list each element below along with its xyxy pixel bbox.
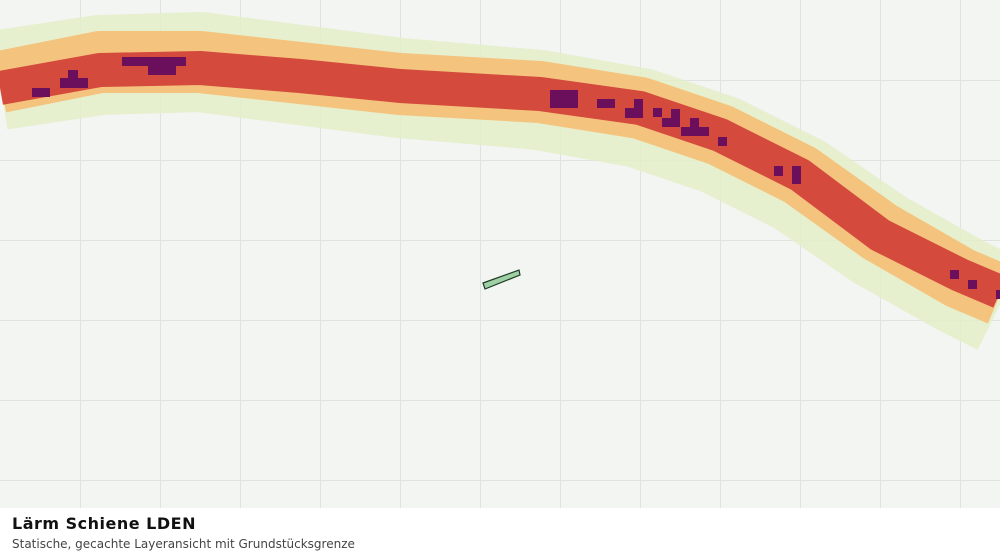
parcel-boundary <box>482 269 521 290</box>
map-subtitle: Statische, gecachte Layeransicht mit Gru… <box>12 537 355 551</box>
noise-hotspots <box>32 57 1000 299</box>
caption: Lärm Schiene LDEN Statische, gecachte La… <box>0 508 1000 560</box>
map-title: Lärm Schiene LDEN <box>12 514 196 533</box>
map <box>0 0 1000 508</box>
noise-band-high <box>0 51 1000 308</box>
